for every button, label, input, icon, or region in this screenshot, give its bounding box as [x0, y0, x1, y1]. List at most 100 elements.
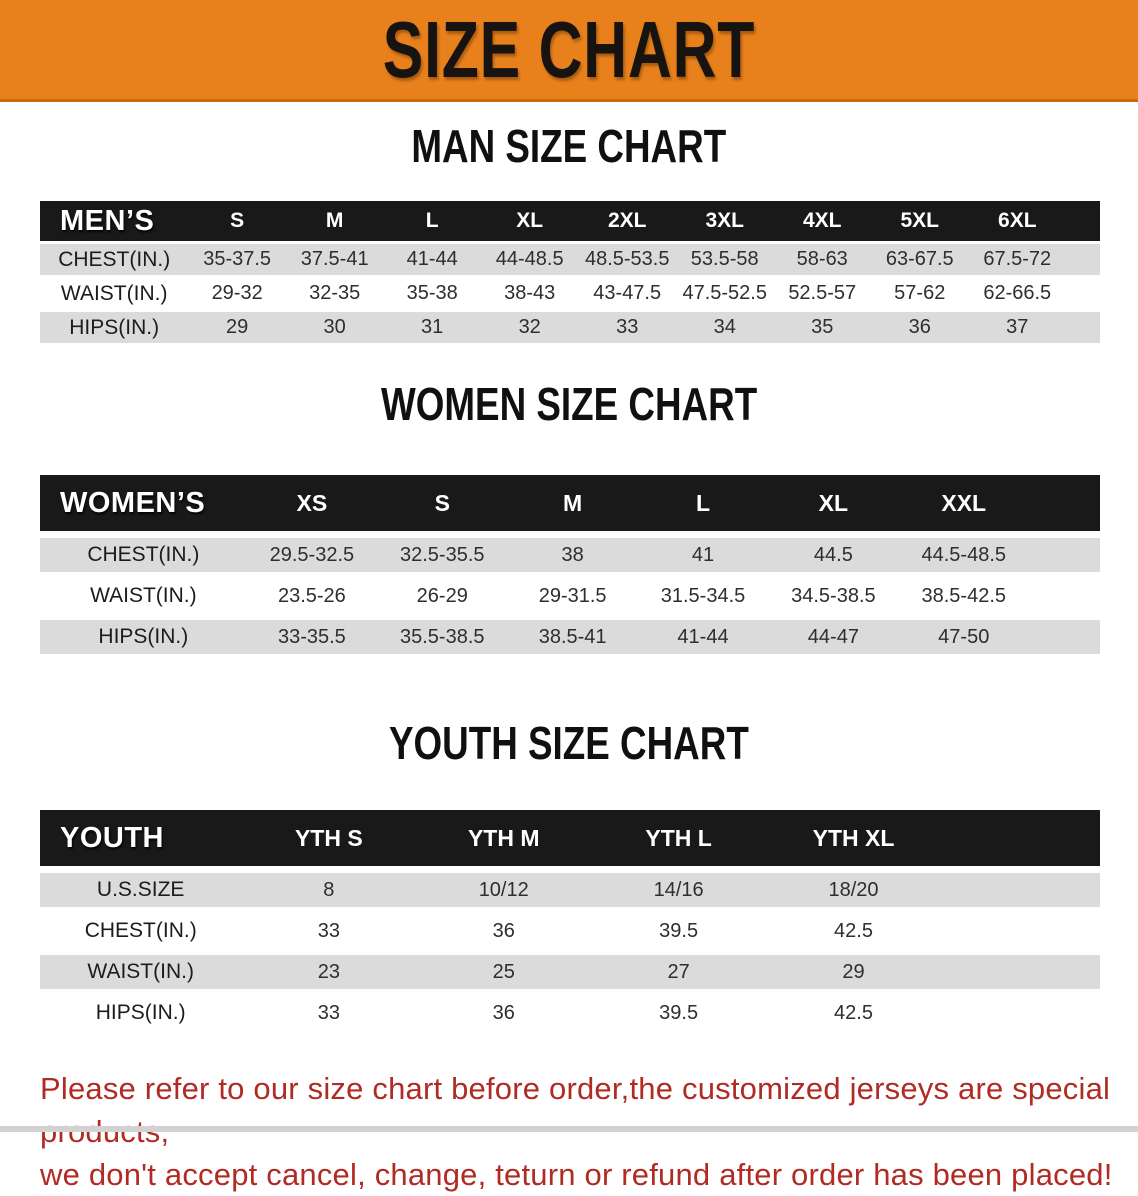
youth-table-title: YOUTH [40, 810, 242, 866]
row-label: WAIST(IN.) [40, 955, 242, 989]
womens-table-title: WOMEN’S [40, 475, 247, 531]
table-cell: 36 [416, 914, 592, 948]
table-cell: 29-32 [188, 278, 286, 309]
row-label: CHEST(IN.) [40, 538, 247, 572]
mens-col-header: 2XL [578, 201, 676, 241]
youth-section: YOUTH SIZE CHART [0, 717, 1138, 781]
filler-cell [1028, 475, 1100, 531]
table-cell: 44.5-48.5 [898, 538, 1029, 572]
table-cell: 57-62 [871, 278, 969, 309]
table-cell: 34 [675, 312, 774, 343]
row-label: HIPS(IN.) [40, 996, 242, 1030]
filler-cell [940, 873, 1100, 907]
table-cell: 62-66.5 [968, 278, 1067, 309]
table-cell: 26-29 [377, 579, 508, 613]
mens-col-header: L [383, 201, 481, 241]
womens-waist-row: WAIST(IN.) 23.5-26 26-29 29-31.5 31.5-34… [40, 579, 1100, 613]
youth-size-chart-heading: YOUTH SIZE CHART [389, 717, 749, 769]
womens-chest-row: CHEST(IN.) 29.5-32.5 32.5-35.5 38 41 44.… [40, 538, 1100, 572]
disclaimer-line-2: we don't accept cancel, change, teturn o… [40, 1157, 1113, 1192]
table-cell: 10/12 [416, 873, 592, 907]
table-cell: 35-38 [383, 278, 481, 309]
disclaimer-line-1: Please refer to our size chart before or… [40, 1071, 1111, 1149]
table-cell: 31 [383, 312, 481, 343]
womens-col-header: M [507, 475, 638, 531]
youth-col-header: YTH XL [766, 810, 941, 866]
youth-header-row: YOUTH YTH S YTH M YTH L YTH XL [40, 810, 1100, 866]
table-cell: 33 [241, 996, 417, 1030]
mens-chest-row: CHEST(IN.) 35-37.5 37.5-41 41-44 44-48.5… [40, 244, 1100, 275]
table-cell: 37 [968, 312, 1067, 343]
youth-ussize-row: U.S.SIZE 8 10/12 14/16 18/20 [40, 873, 1100, 907]
table-cell: 47-50 [898, 620, 1029, 654]
row-label: CHEST(IN.) [40, 244, 189, 275]
table-cell: 18/20 [766, 873, 941, 907]
row-label: U.S.SIZE [40, 873, 242, 907]
womens-header-row: WOMEN’S XS S M L XL XXL [40, 475, 1100, 531]
mens-col-header: 5XL [871, 201, 969, 241]
man-size-chart-heading: MAN SIZE CHART [411, 120, 727, 172]
table-cell: 38.5-42.5 [898, 579, 1029, 613]
filler-cell [1028, 538, 1100, 572]
filler-cell [1066, 312, 1100, 343]
table-cell: 67.5-72 [968, 244, 1067, 275]
table-cell: 38 [507, 538, 638, 572]
filler-cell [1066, 278, 1100, 309]
row-label: CHEST(IN.) [40, 914, 242, 948]
bottom-edge-line [0, 1126, 1138, 1132]
table-cell: 38-43 [480, 278, 579, 309]
row-label: WAIST(IN.) [40, 278, 189, 309]
table-cell: 23.5-26 [246, 579, 378, 613]
filler-cell [1028, 620, 1100, 654]
man-section: MAN SIZE CHART [0, 120, 1138, 184]
table-cell: 25 [416, 955, 592, 989]
table-cell: 41 [637, 538, 769, 572]
table-cell: 32.5-35.5 [377, 538, 508, 572]
mens-col-header: 3XL [675, 201, 774, 241]
table-cell: 39.5 [591, 996, 767, 1030]
table-cell: 29-31.5 [507, 579, 638, 613]
filler-cell [940, 810, 1100, 866]
table-cell: 44.5 [768, 538, 899, 572]
table-cell: 32-35 [285, 278, 384, 309]
youth-col-header: YTH L [591, 810, 767, 866]
womens-col-header: L [637, 475, 769, 531]
womens-col-header: S [377, 475, 508, 531]
table-cell: 41-44 [637, 620, 769, 654]
mens-waist-row: WAIST(IN.) 29-32 32-35 35-38 38-43 43-47… [40, 278, 1100, 309]
filler-cell [940, 955, 1100, 989]
table-cell: 35.5-38.5 [377, 620, 508, 654]
row-label: HIPS(IN.) [40, 312, 189, 343]
table-cell: 37.5-41 [285, 244, 384, 275]
table-cell: 30 [285, 312, 384, 343]
table-cell: 32 [480, 312, 579, 343]
table-cell: 8 [241, 873, 417, 907]
youth-col-header: YTH M [416, 810, 592, 866]
table-cell: 42.5 [766, 996, 941, 1030]
size-chart-banner: SIZE CHART [0, 0, 1138, 102]
filler-cell [940, 914, 1100, 948]
table-cell: 63-67.5 [871, 244, 969, 275]
filler-cell [1066, 201, 1100, 241]
banner-title: SIZE CHART [382, 4, 756, 94]
row-label: WAIST(IN.) [40, 579, 247, 613]
table-cell: 33-35.5 [246, 620, 378, 654]
table-cell: 35 [773, 312, 871, 343]
mens-size-table: MEN’S S M L XL 2XL 3XL 4XL 5XL 6XL CHEST… [40, 198, 1100, 346]
table-cell: 14/16 [591, 873, 767, 907]
table-cell: 47.5-52.5 [675, 278, 774, 309]
table-cell: 31.5-34.5 [637, 579, 769, 613]
table-cell: 42.5 [766, 914, 941, 948]
table-cell: 29 [188, 312, 286, 343]
womens-col-header: XXL [898, 475, 1029, 531]
filler-cell [940, 996, 1100, 1030]
table-cell: 36 [871, 312, 969, 343]
table-cell: 58-63 [773, 244, 871, 275]
youth-chest-row: CHEST(IN.) 33 36 39.5 42.5 [40, 914, 1100, 948]
youth-size-table: YOUTH YTH S YTH M YTH L YTH XL U.S.SIZE … [40, 803, 1100, 1037]
filler-cell [1028, 579, 1100, 613]
table-cell: 36 [416, 996, 592, 1030]
mens-col-header: 4XL [773, 201, 871, 241]
womens-col-header: XL [768, 475, 899, 531]
womens-hips-row: HIPS(IN.) 33-35.5 35.5-38.5 38.5-41 41-4… [40, 620, 1100, 654]
